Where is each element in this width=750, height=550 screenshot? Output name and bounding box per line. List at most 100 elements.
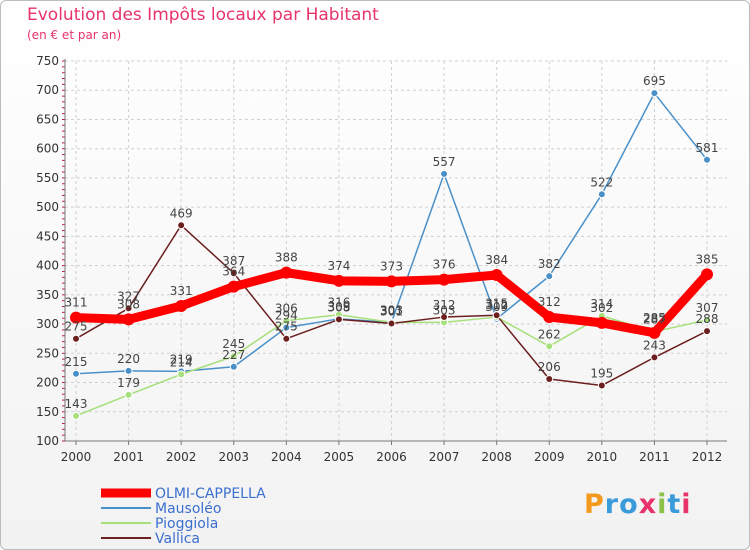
data-label-vallica: 312 <box>433 298 456 312</box>
data-point-pioggiola <box>703 315 711 324</box>
legend-label: Pioggiola <box>155 516 218 532</box>
data-label-olmi-cappella: 311 <box>65 296 88 310</box>
y-tick-label: 550 <box>36 171 59 185</box>
data-label-olmi-cappella: 285 <box>643 311 666 325</box>
y-tick-label: 200 <box>36 376 59 390</box>
data-point-pioggiola <box>545 342 554 351</box>
data-point-olmi-cappella <box>280 266 293 279</box>
data-point-olmi-cappella <box>70 311 82 324</box>
x-tick-label: 2007 <box>429 450 460 464</box>
x-tick-label: 2001 <box>113 450 144 464</box>
data-point-olmi-cappella <box>648 326 661 339</box>
data-label-pioggiola: 214 <box>170 355 193 369</box>
x-tick-label: 2010 <box>587 450 618 464</box>
data-label-mausol-o: 581 <box>696 141 719 155</box>
data-point-olmi-cappella <box>227 280 240 293</box>
data-point-mausol-o <box>440 169 449 178</box>
data-label-olmi-cappella: 384 <box>485 253 508 267</box>
data-point-olmi-cappella <box>701 268 713 281</box>
data-label-vallica: 206 <box>538 360 561 374</box>
data-point-vallica <box>124 304 133 313</box>
data-point-olmi-cappella <box>122 313 135 326</box>
data-label-pioggiola: 307 <box>696 301 719 315</box>
x-tick-label: 2009 <box>534 450 565 464</box>
data-label-vallica: 469 <box>170 206 193 220</box>
data-label-pioggiola: 303 <box>380 303 403 317</box>
data-label-vallica: 327 <box>117 289 140 303</box>
data-label-mausol-o: 522 <box>590 175 613 189</box>
y-tick-label: 450 <box>36 229 59 243</box>
y-tick-label: 100 <box>36 434 59 448</box>
data-point-vallica <box>650 353 659 362</box>
x-tick-label: 2005 <box>324 450 355 464</box>
x-tick-label: 2004 <box>271 450 302 464</box>
y-tick-label: 500 <box>36 200 59 214</box>
data-label-olmi-cappella: 385 <box>696 252 719 266</box>
data-label-vallica: 195 <box>590 366 613 380</box>
data-point-vallica <box>387 319 396 328</box>
y-tick-label: 300 <box>36 317 59 331</box>
data-label-mausol-o: 557 <box>433 155 456 169</box>
data-point-vallica <box>229 269 238 278</box>
x-tick-label: 2000 <box>61 450 92 464</box>
data-label-olmi-cappella: 373 <box>380 259 403 273</box>
chart-title: Evolution des Impôts locaux par Habitant <box>27 5 379 25</box>
data-label-vallica: 315 <box>485 296 508 310</box>
y-tick-label: 400 <box>36 259 59 273</box>
data-label-mausol-o: 382 <box>538 257 561 271</box>
data-label-pioggiola: 245 <box>222 337 245 351</box>
data-label-pioggiola: 143 <box>65 397 88 411</box>
data-label-mausol-o: 219 <box>170 352 193 366</box>
data-point-mausol-o <box>650 89 659 98</box>
data-point-pioggiola <box>229 352 238 361</box>
data-label-pioggiola: 262 <box>538 327 561 341</box>
data-label-vallica: 275 <box>65 320 88 334</box>
data-label-mausol-o: 220 <box>117 352 140 366</box>
data-point-mausol-o <box>703 155 711 164</box>
legend-label: Vallica <box>155 531 200 547</box>
data-label-vallica: 308 <box>327 300 350 314</box>
x-tick-label: 2012 <box>692 450 723 464</box>
legend-label: Mausoléo <box>155 501 221 517</box>
legend-label: OLMI-CAPPELLA <box>155 486 266 502</box>
y-tick-label: 650 <box>36 112 59 126</box>
data-point-pioggiola <box>72 411 80 420</box>
data-label-mausol-o: 309 <box>327 300 350 314</box>
data-label-olmi-cappella: 312 <box>538 295 561 309</box>
data-label-pioggiola: 316 <box>327 296 350 310</box>
data-point-olmi-cappella <box>490 268 503 281</box>
data-label-pioggiola: 303 <box>433 303 456 317</box>
data-label-olmi-cappella: 388 <box>275 251 298 265</box>
x-tick-label: 2011 <box>639 450 670 464</box>
data-label-mausol-o: 294 <box>275 309 298 323</box>
data-label-olmi-cappella: 308 <box>117 297 140 311</box>
data-label-mausol-o: 695 <box>643 74 666 88</box>
y-tick-label: 750 <box>36 54 59 68</box>
x-tick-label: 2008 <box>481 450 512 464</box>
data-label-pioggiola: 306 <box>275 302 298 316</box>
proxiti-logo: Proxiti <box>584 489 692 520</box>
data-point-pioggiola <box>282 316 291 325</box>
y-tick-label: 600 <box>36 142 59 156</box>
data-point-vallica <box>282 334 291 343</box>
data-label-mausol-o: 303 <box>380 303 403 317</box>
data-point-vallica <box>703 327 711 336</box>
data-label-pioggiola: 179 <box>117 376 140 390</box>
data-label-vallica: 288 <box>696 312 719 326</box>
data-point-pioggiola <box>124 390 133 399</box>
data-label-olmi-cappella: 331 <box>170 284 193 298</box>
data-point-olmi-cappella <box>175 299 188 312</box>
data-point-olmi-cappella <box>438 273 451 286</box>
data-label-olmi-cappella: 374 <box>327 259 350 273</box>
data-point-mausol-o <box>229 362 238 371</box>
data-point-mausol-o <box>72 369 80 378</box>
data-label-pioggiola: 314 <box>590 297 613 311</box>
data-point-vallica <box>545 375 554 384</box>
data-point-mausol-o <box>597 190 606 199</box>
y-tick-label: 250 <box>36 346 59 360</box>
y-tick-label: 700 <box>36 83 59 97</box>
data-point-vallica <box>177 221 186 230</box>
data-label-vallica: 275 <box>275 320 298 334</box>
